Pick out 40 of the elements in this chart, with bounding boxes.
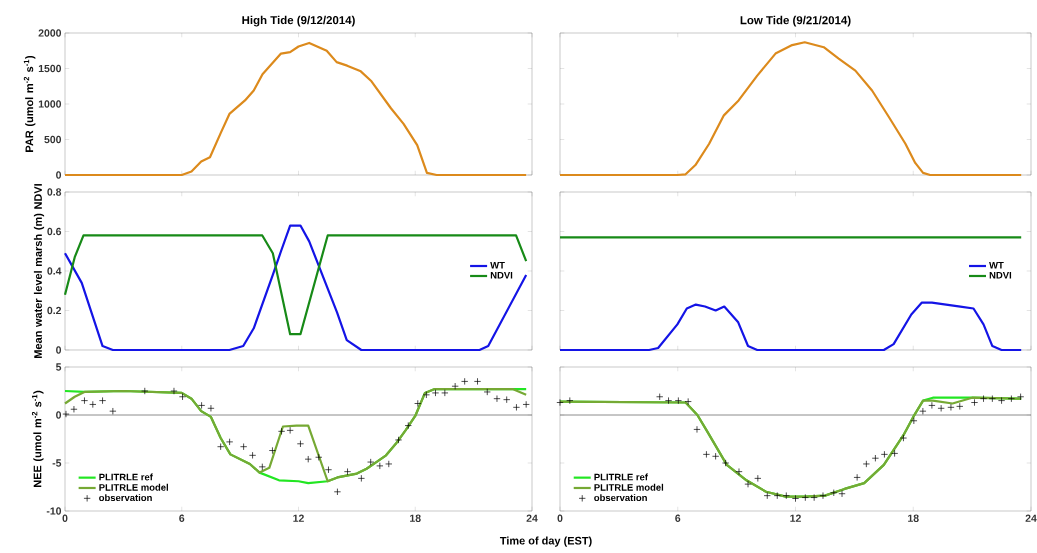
legend-label: PLITRLE model bbox=[594, 483, 664, 491]
x-tick-label: 0 bbox=[557, 514, 563, 522]
x-tick-label: 24 bbox=[526, 514, 538, 522]
y-tick-label: 500 bbox=[44, 135, 62, 144]
x-tick-label: 18 bbox=[410, 514, 421, 522]
legend-label: PLITRLE model bbox=[99, 483, 168, 491]
y-tick-label: 0 bbox=[56, 411, 62, 419]
legend-label: WT bbox=[989, 262, 1004, 269]
y-tick-label: 0.4 bbox=[47, 267, 62, 275]
y-tick-label: 0 bbox=[56, 346, 62, 354]
chart-title: Low Tide (9/21/2014) bbox=[740, 15, 851, 27]
x-tick-label: 12 bbox=[293, 514, 304, 522]
y-tick-label: 0 bbox=[56, 171, 62, 179]
x-tick-label: 0 bbox=[62, 514, 68, 522]
y-tick-label: 1500 bbox=[38, 64, 62, 73]
x-tick-label: 24 bbox=[1025, 514, 1037, 522]
y-tick-label: 0.2 bbox=[47, 306, 62, 315]
x-tick-label: 6 bbox=[675, 514, 681, 522]
legend-label: observation bbox=[594, 494, 647, 502]
legend-label: WT bbox=[490, 262, 505, 269]
x-tick-label: 18 bbox=[908, 514, 919, 522]
y-tick-label: 0.6 bbox=[47, 227, 62, 236]
legend-label: NDVI bbox=[490, 271, 513, 279]
legend-label: PLITRLE ref bbox=[99, 473, 153, 481]
y-tick-label: 2000 bbox=[38, 29, 62, 37]
y-axis-title: PAR (umol m$^{-2}$ s$^{-1}$) bbox=[23, 55, 36, 152]
x-tick-label: 6 bbox=[179, 514, 185, 522]
y-tick-label: -5 bbox=[52, 459, 62, 467]
x-tick-label: 12 bbox=[790, 514, 801, 522]
y-tick-label: 5 bbox=[55, 363, 62, 371]
y-axis-title: Mean water level marsh (m) NDVI bbox=[33, 184, 45, 358]
chart-title: High Tide (9/12/2014) bbox=[242, 15, 355, 27]
legend-label: NDVI bbox=[989, 271, 1012, 279]
y-axis-title: NEE (umol m$^{-2}$ s$^{-1}$) bbox=[31, 390, 44, 487]
x-axis-title: Time of day (EST) bbox=[499, 536, 592, 547]
y-tick-label: -10 bbox=[46, 507, 62, 515]
y-tick-label: 0.8 bbox=[47, 188, 62, 196]
y-tick-label: 1000 bbox=[38, 100, 62, 108]
legend-label: PLITRLE ref bbox=[594, 473, 648, 481]
legend-label: observation bbox=[99, 494, 152, 502]
